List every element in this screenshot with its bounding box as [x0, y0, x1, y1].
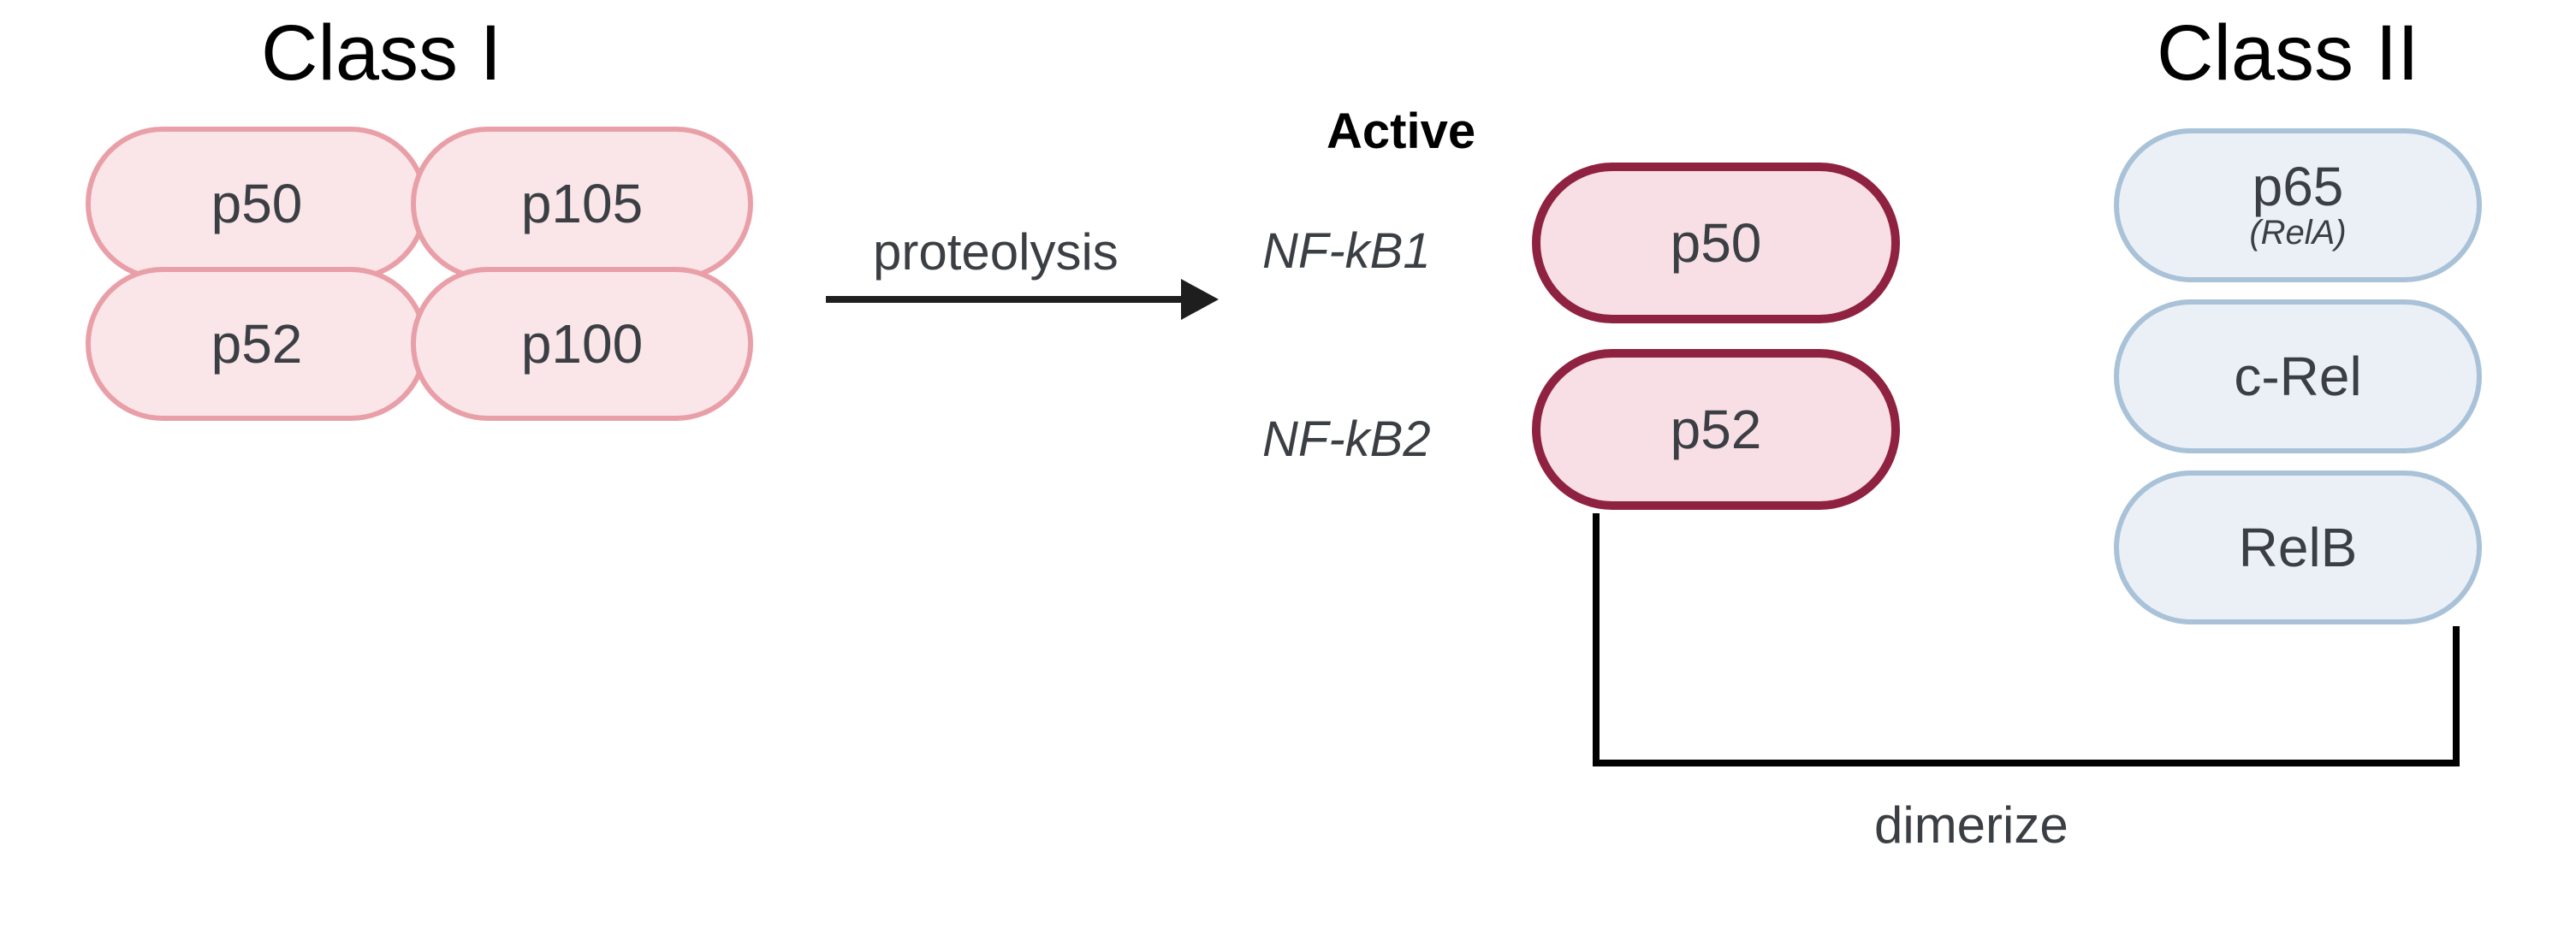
- class1-title: Class I: [261, 9, 502, 98]
- loz-p50: p50: [86, 127, 428, 281]
- active-title: Active: [1327, 103, 1475, 160]
- loz-p52: p52: [86, 267, 428, 421]
- loz-crel: c-Rel: [2114, 299, 2482, 453]
- loz-crel-label: c-Rel: [2234, 349, 2361, 404]
- loz-p105: p105: [411, 127, 753, 281]
- class2-title: Class II: [2157, 9, 2419, 98]
- loz-p52-label: p52: [211, 317, 303, 371]
- loz-p65-sublabel: (RelA): [2249, 214, 2346, 251]
- loz-p65-label: p65: [2253, 159, 2344, 214]
- dimerize-label: dimerize: [1874, 796, 2069, 855]
- loz-p100: p100: [411, 267, 753, 421]
- dimerize-left-vline: [1593, 513, 1600, 766]
- arrow-head-icon: [1181, 279, 1219, 320]
- arrow-proteolysis: [826, 296, 1185, 303]
- loz-active-p50: p50: [1532, 163, 1900, 323]
- loz-relb-label: RelB: [2239, 520, 2358, 575]
- loz-p65: p65 (RelA): [2114, 128, 2482, 282]
- proteolysis-label: proteolysis: [873, 222, 1119, 281]
- loz-relb: RelB: [2114, 470, 2482, 624]
- loz-p105-label: p105: [521, 176, 643, 231]
- loz-active-p52-label: p52: [1671, 402, 1762, 457]
- loz-p100-label: p100: [521, 317, 643, 371]
- loz-p50-label: p50: [211, 176, 303, 231]
- loz-active-p50-label: p50: [1671, 216, 1762, 270]
- nfkb2-label: NF-kB2: [1262, 411, 1431, 468]
- loz-active-p52: p52: [1532, 349, 1900, 510]
- dimerize-hline: [1593, 760, 2460, 766]
- dimerize-right-vline: [2453, 626, 2460, 766]
- nfkb1-label: NF-kB1: [1262, 222, 1431, 280]
